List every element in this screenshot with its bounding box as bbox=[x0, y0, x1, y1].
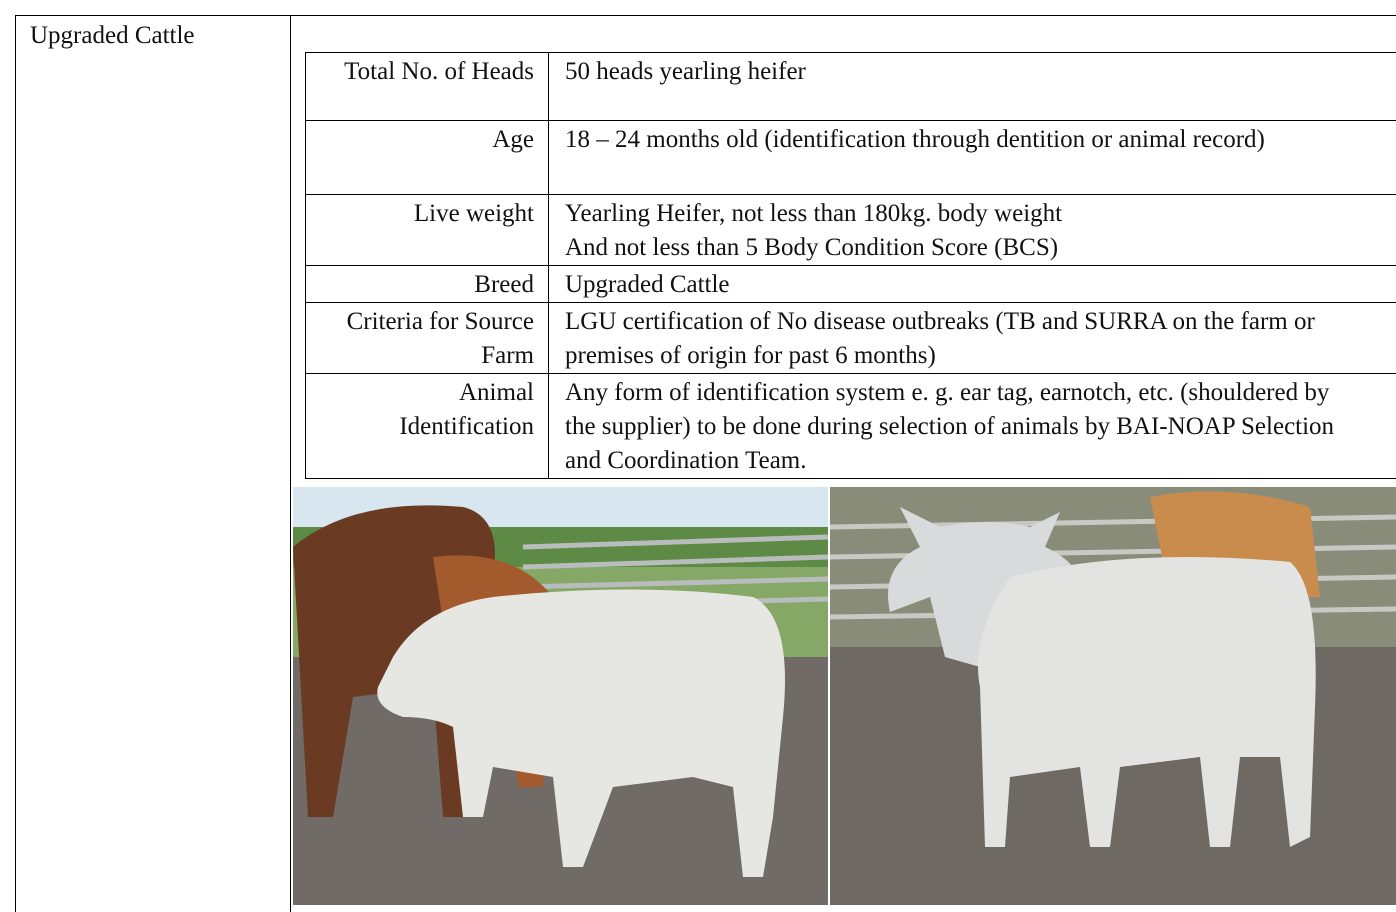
table-row: Age 18 – 24 months old (identification th… bbox=[306, 121, 1396, 195]
value-line: Yearling Heifer, not less than 180kg. bo… bbox=[565, 197, 1354, 231]
photo bbox=[830, 487, 1396, 905]
value-line: 50 heads yearling heifer bbox=[565, 55, 1354, 89]
value-line: Upgraded Cattle bbox=[565, 268, 1354, 302]
value-line: 18 – 24 months old (identification throu… bbox=[565, 123, 1354, 157]
field-name: Live weight bbox=[306, 195, 549, 266]
photo bbox=[293, 487, 828, 905]
field-value: Yearling Heifer, not less than 180kg. bo… bbox=[549, 195, 1396, 266]
field-name: Criteria for Source Farm bbox=[306, 303, 549, 374]
table-row: Total No. of Heads 50 heads yearling heif… bbox=[306, 53, 1396, 121]
row-label: Upgraded Cattle bbox=[30, 19, 195, 53]
field-name: Breed bbox=[306, 266, 549, 303]
value-line: And not less than 5 Body Condition Score… bbox=[565, 231, 1354, 265]
table-row: Live weight Yearling Heifer, not less tha… bbox=[306, 195, 1396, 266]
border bbox=[15, 15, 1396, 16]
field-value: LGU certification of No disease outbreak… bbox=[549, 303, 1396, 374]
border bbox=[15, 15, 16, 912]
value-line: Any form of identification system e. g. … bbox=[565, 376, 1354, 478]
table-row: Breed Upgraded Cattle bbox=[306, 266, 1396, 303]
field-value: Any form of identification system e. g. … bbox=[549, 374, 1396, 479]
page: Upgraded Cattle Total No. of Heads 50 hea… bbox=[0, 0, 1396, 912]
field-name: Animal Identification bbox=[306, 374, 549, 479]
field-value: 18 – 24 months old (identification throu… bbox=[549, 121, 1396, 195]
field-value: Upgraded Cattle bbox=[549, 266, 1396, 303]
spec-table: Total No. of Heads 50 heads yearling heif… bbox=[305, 52, 1396, 479]
field-name: Age bbox=[306, 121, 549, 195]
border bbox=[290, 15, 291, 912]
value-line: LGU certification of No disease outbreak… bbox=[565, 305, 1354, 373]
field-name: Total No. of Heads bbox=[306, 53, 549, 121]
field-value: 50 heads yearling heifer bbox=[549, 53, 1396, 121]
